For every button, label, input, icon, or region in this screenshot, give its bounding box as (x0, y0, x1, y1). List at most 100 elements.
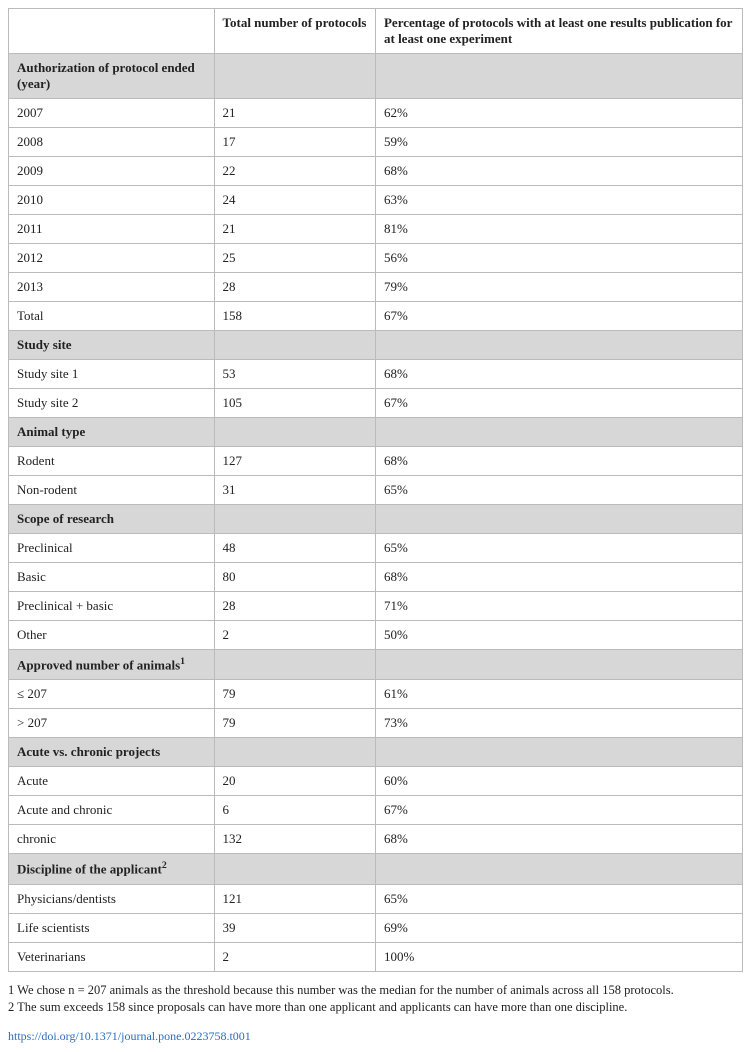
row-percentage: 71% (375, 592, 742, 621)
row-label: ≤ 207 (9, 680, 215, 709)
row-percentage: 65% (375, 884, 742, 913)
table-row: ≤ 2077961% (9, 680, 743, 709)
row-label: Acute (9, 767, 215, 796)
table-row: chronic13268% (9, 825, 743, 854)
section-empty-cell (214, 505, 375, 534)
table-row: Total15867% (9, 302, 743, 331)
row-total: 24 (214, 186, 375, 215)
row-label: Basic (9, 563, 215, 592)
row-percentage: 50% (375, 621, 742, 650)
section-title: Approved number of animals1 (9, 650, 215, 680)
row-total: 80 (214, 563, 375, 592)
col-header-empty (9, 9, 215, 54)
row-label: Preclinical (9, 534, 215, 563)
section-empty-cell (375, 854, 742, 884)
section-header-row: Approved number of animals1 (9, 650, 743, 680)
row-total: 48 (214, 534, 375, 563)
row-label: 2010 (9, 186, 215, 215)
row-percentage: 68% (375, 360, 742, 389)
section-header-row: Scope of research (9, 505, 743, 534)
table-row: > 2077973% (9, 709, 743, 738)
table-row: 20072162% (9, 99, 743, 128)
row-total: 31 (214, 476, 375, 505)
row-label: Study site 2 (9, 389, 215, 418)
section-header-row: Animal type (9, 418, 743, 447)
section-header-row: Study site (9, 331, 743, 360)
table-row: 20122556% (9, 244, 743, 273)
protocols-table: Total number of protocols Percentage of … (8, 8, 743, 972)
row-label: > 207 (9, 709, 215, 738)
row-total: 127 (214, 447, 375, 476)
row-label: Veterinarians (9, 942, 215, 971)
row-label: Rodent (9, 447, 215, 476)
row-label: Other (9, 621, 215, 650)
row-label: 2013 (9, 273, 215, 302)
table-row: Veterinarians2100% (9, 942, 743, 971)
row-total: 158 (214, 302, 375, 331)
table-row: Physicians/dentists12165% (9, 884, 743, 913)
row-percentage: 100% (375, 942, 742, 971)
table-row: 20132879% (9, 273, 743, 302)
section-empty-cell (214, 418, 375, 447)
table-row: Study site 15368% (9, 360, 743, 389)
row-total: 28 (214, 592, 375, 621)
section-empty-cell (375, 505, 742, 534)
row-total: 25 (214, 244, 375, 273)
row-total: 21 (214, 215, 375, 244)
row-total: 79 (214, 680, 375, 709)
row-total: 20 (214, 767, 375, 796)
row-percentage: 69% (375, 913, 742, 942)
row-percentage: 60% (375, 767, 742, 796)
section-empty-cell (214, 650, 375, 680)
row-percentage: 62% (375, 99, 742, 128)
row-label: Non-rodent (9, 476, 215, 505)
table-row: Acute and chronic667% (9, 796, 743, 825)
row-total: 2 (214, 942, 375, 971)
footnote-1: 1 We chose n = 207 animals as the thresh… (8, 982, 743, 1000)
section-header-row: Authorization of protocol ended (year) (9, 54, 743, 99)
section-title: Authorization of protocol ended (year) (9, 54, 215, 99)
section-title: Study site (9, 331, 215, 360)
row-label: chronic (9, 825, 215, 854)
section-empty-cell (375, 650, 742, 680)
row-total: 6 (214, 796, 375, 825)
footnotes: 1 We chose n = 207 animals as the thresh… (8, 982, 743, 1017)
row-total: 53 (214, 360, 375, 389)
row-total: 105 (214, 389, 375, 418)
row-percentage: 68% (375, 563, 742, 592)
row-label: Preclinical + basic (9, 592, 215, 621)
section-title: Scope of research (9, 505, 215, 534)
row-label: 2009 (9, 157, 215, 186)
section-empty-cell (214, 854, 375, 884)
table-row: Basic8068% (9, 563, 743, 592)
row-percentage: 59% (375, 128, 742, 157)
row-label: Acute and chronic (9, 796, 215, 825)
row-label: Study site 1 (9, 360, 215, 389)
row-total: 2 (214, 621, 375, 650)
section-empty-cell (375, 418, 742, 447)
section-header-row: Discipline of the applicant2 (9, 854, 743, 884)
row-percentage: 67% (375, 302, 742, 331)
col-header-total: Total number of protocols (214, 9, 375, 54)
row-total: 22 (214, 157, 375, 186)
row-label: 2007 (9, 99, 215, 128)
row-percentage: 65% (375, 534, 742, 563)
table-row: 20092268% (9, 157, 743, 186)
row-percentage: 81% (375, 215, 742, 244)
row-percentage: 79% (375, 273, 742, 302)
table-row: Non-rodent3165% (9, 476, 743, 505)
section-empty-cell (375, 54, 742, 99)
doi-link[interactable]: https://doi.org/10.1371/journal.pone.022… (8, 1029, 743, 1044)
section-empty-cell (375, 738, 742, 767)
row-total: 121 (214, 884, 375, 913)
row-percentage: 67% (375, 389, 742, 418)
row-total: 132 (214, 825, 375, 854)
table-row: Rodent12768% (9, 447, 743, 476)
table-row: 20102463% (9, 186, 743, 215)
row-percentage: 68% (375, 825, 742, 854)
row-percentage: 61% (375, 680, 742, 709)
section-header-row: Acute vs. chronic projects (9, 738, 743, 767)
row-percentage: 67% (375, 796, 742, 825)
row-percentage: 65% (375, 476, 742, 505)
row-percentage: 73% (375, 709, 742, 738)
